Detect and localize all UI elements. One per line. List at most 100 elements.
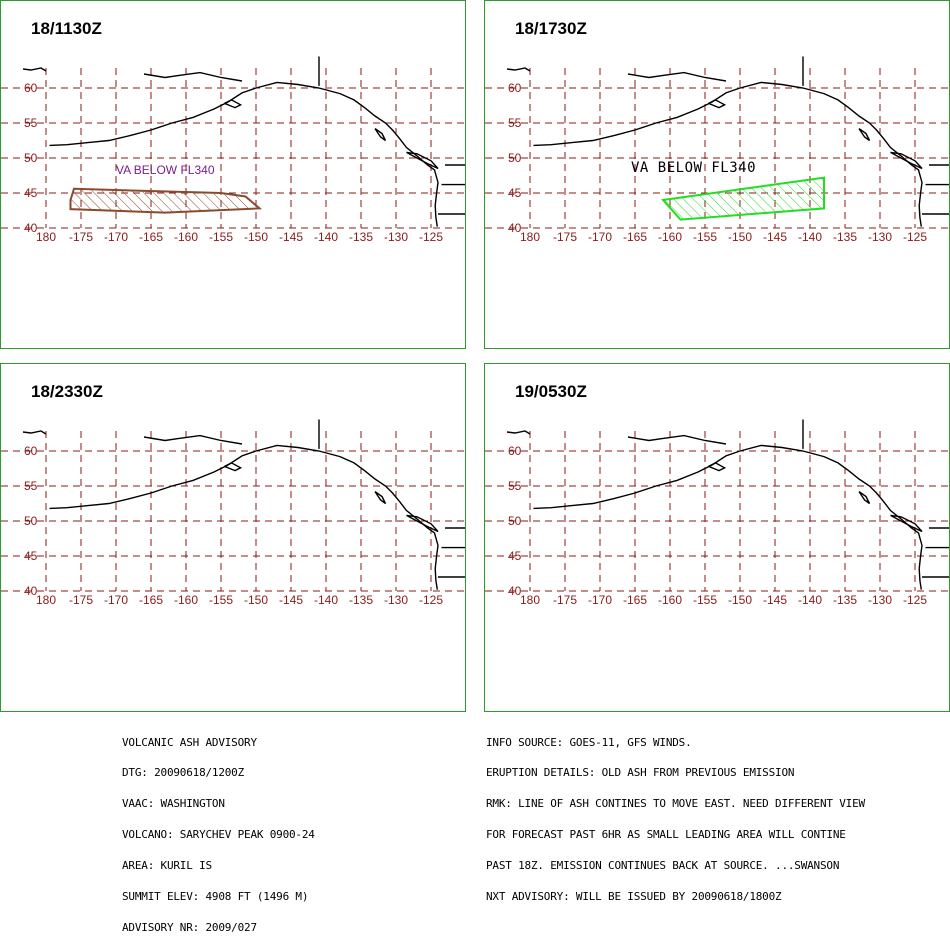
longitude-label: -135 xyxy=(833,230,857,244)
panel-time: 18/1130Z xyxy=(31,19,102,38)
longitude-label: -135 xyxy=(349,230,373,244)
coastline xyxy=(22,430,47,435)
panel-time: 18/2330Z xyxy=(31,382,103,401)
latitude-label: 60 xyxy=(24,81,38,95)
coastline xyxy=(49,81,439,227)
longitude-label: -125 xyxy=(419,230,443,244)
longitude-label: -175 xyxy=(553,593,577,607)
advisory-line: RMK: LINE OF ASH CONTINES TO MOVE EAST. … xyxy=(486,797,865,811)
longitude-label: -150 xyxy=(728,593,752,607)
longitude-label: -130 xyxy=(384,593,408,607)
longitude-label: -175 xyxy=(69,230,93,244)
advisory-line: NXT ADVISORY: WILL BE ISSUED BY 20090618… xyxy=(486,890,782,904)
coastline xyxy=(143,71,243,82)
latitude-label: 50 xyxy=(24,151,38,165)
coastline xyxy=(858,491,871,505)
latitude-label: 55 xyxy=(508,116,522,130)
coastline xyxy=(374,128,387,142)
panel-time: 18/1730Z xyxy=(515,19,587,38)
longitude-label: -125 xyxy=(903,230,927,244)
longitude-label: 180 xyxy=(36,230,56,244)
coastline xyxy=(708,99,727,109)
ash-level-label: VA BELOW FL340 xyxy=(631,160,756,176)
forecast-panel-1: 60 55 50 45 40 180 -175 -170 -165 -160 -155 -150 -14… xyxy=(0,0,466,349)
latitude-label: 45 xyxy=(508,186,522,200)
latitude-label: 45 xyxy=(24,549,38,563)
longitude-label: -140 xyxy=(798,593,822,607)
longitude-label: -155 xyxy=(209,593,233,607)
advisory-line: DTG: 20090618/1200Z xyxy=(122,766,245,780)
longitude-label: -165 xyxy=(623,593,647,607)
longitude-label: -125 xyxy=(903,593,927,607)
coastline xyxy=(533,81,923,227)
longitude-label: 180 xyxy=(520,230,540,244)
latitude-label: 50 xyxy=(508,514,522,528)
longitude-label: -160 xyxy=(658,593,682,607)
latitude-label: 40 xyxy=(508,221,522,235)
advisory-remarks-text: INFO SOURCE: GOES-11, GFS WINDS. ERUPTIO… xyxy=(486,717,865,913)
ash-level-label: VA BELOW FL340 xyxy=(116,163,215,177)
latitude-label: 40 xyxy=(24,221,38,235)
advisory-line: VAAC: WASHINGTON xyxy=(122,797,225,811)
coastline xyxy=(890,514,923,533)
longitude-label: 180 xyxy=(36,593,56,607)
latitude-label: 45 xyxy=(508,549,522,563)
coastline xyxy=(406,514,439,533)
longitude-label: -170 xyxy=(104,593,128,607)
longitude-label: -140 xyxy=(314,593,338,607)
coastline xyxy=(143,434,243,445)
coastline xyxy=(627,434,727,445)
advisory-line: AREA: KURIL IS xyxy=(122,859,212,873)
panel-time: 19/0530Z xyxy=(515,382,587,401)
advisory-header-text: VOLCANIC ASH ADVISORY DTG: 20090618/1200… xyxy=(122,717,315,944)
longitude-label: -130 xyxy=(384,230,408,244)
latitude-label: 40 xyxy=(508,584,522,598)
longitude-label: -160 xyxy=(174,593,198,607)
longitude-label: -170 xyxy=(588,230,612,244)
latitude-label: 50 xyxy=(24,514,38,528)
longitude-label: -150 xyxy=(244,230,268,244)
longitude-label: -170 xyxy=(104,230,128,244)
latitude-label: 60 xyxy=(508,81,522,95)
latitude-label: 55 xyxy=(24,479,38,493)
coastline xyxy=(533,444,923,590)
longitude-label: -165 xyxy=(139,230,163,244)
longitude-label: -140 xyxy=(314,230,338,244)
latitude-label: 55 xyxy=(508,479,522,493)
longitude-label: -125 xyxy=(419,593,443,607)
advisory-line: ADVISORY NR: 2009/027 xyxy=(122,920,257,934)
latitude-label: 45 xyxy=(24,186,38,200)
longitude-label: -145 xyxy=(279,593,303,607)
longitude-label: -165 xyxy=(623,230,647,244)
forecast-panel-4: 60 55 50 45 40 180 -175 -170 -165 -160 -155 -150 -14… xyxy=(484,363,950,712)
longitude-label: -170 xyxy=(588,593,612,607)
advisory-line: VOLCANIC ASH ADVISORY xyxy=(122,735,257,749)
longitude-label: -130 xyxy=(868,230,892,244)
advisory-line: INFO SOURCE: GOES-11, GFS WINDS. xyxy=(486,735,692,749)
longitude-label: -175 xyxy=(69,593,93,607)
longitude-label: -140 xyxy=(798,230,822,244)
latitude-label: 60 xyxy=(508,444,522,458)
coastline xyxy=(49,444,439,590)
longitude-label: -150 xyxy=(728,230,752,244)
longitude-label: -165 xyxy=(139,593,163,607)
longitude-label: -145 xyxy=(763,593,787,607)
forecast-panel-3: 60 55 50 45 40 180 -175 -170 -165 -160 -155 -150 -14… xyxy=(0,363,466,712)
coastline xyxy=(858,128,871,142)
longitude-label: -145 xyxy=(279,230,303,244)
longitude-label: -135 xyxy=(833,593,857,607)
coastline xyxy=(506,430,531,435)
longitude-label: -135 xyxy=(349,593,373,607)
forecast-panel-2: 60 55 50 45 40 180 -175 -170 -165 -160 -155 -150 -14… xyxy=(484,0,950,349)
longitude-label: 180 xyxy=(520,593,540,607)
latitude-label: 55 xyxy=(24,116,38,130)
longitude-label: -145 xyxy=(763,230,787,244)
coastline xyxy=(890,151,923,170)
advisory-line: FOR FORECAST PAST 6HR AS SMALL LEADING A… xyxy=(486,828,846,842)
advisory-line: ERUPTION DETAILS: OLD ASH FROM PREVIOUS … xyxy=(486,766,795,780)
ash-cloud-area xyxy=(69,187,263,214)
